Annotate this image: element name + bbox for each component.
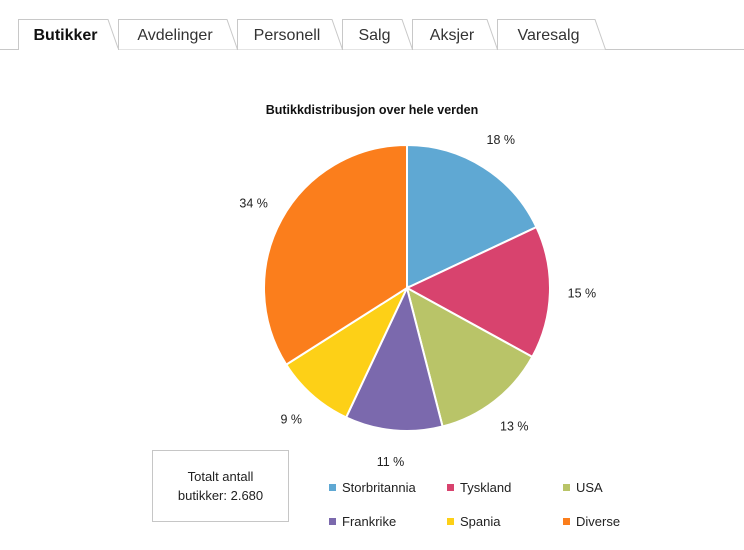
pie-slice-usa: [405, 286, 534, 428]
data-label-storbritannia: 18 %: [487, 133, 516, 147]
tab-outline-varesalg: [497, 19, 606, 50]
tab-personell[interactable]: Personell: [253, 27, 321, 44]
tab-varesalg[interactable]: Varesalg: [517, 27, 580, 44]
pie-slice-tyskland: [404, 225, 551, 359]
legend-label-storbritannia: Storbritannia: [342, 480, 416, 495]
total-stores-line2: butikker: 2.680: [177, 488, 264, 503]
legend-item-diverse: Diverse: [563, 514, 620, 529]
pie-slice-storbritannia: [406, 143, 538, 290]
total-stores-line1: Totalt antall: [187, 469, 254, 484]
legend-item-storbritannia: Storbritannia: [329, 480, 416, 495]
legend-label-usa: USA: [576, 480, 603, 495]
tab-salg[interactable]: Salg: [358, 27, 391, 44]
total-stores-box: Totalt antall butikker: 2.680: [152, 450, 289, 522]
legend-item-usa: USA: [563, 480, 603, 495]
legend-swatch-tyskland: [447, 484, 454, 491]
legend-item-spania: Spania: [447, 514, 500, 529]
tab-bar: Avdelinger Personell Salg Aksjer Varesalg But…: [0, 0, 744, 51]
legend-item-tyskland: Tyskland: [447, 480, 511, 495]
data-label-frankrike: 11 %: [377, 455, 405, 469]
legend-label-diverse: Diverse: [576, 514, 621, 529]
tab-outline-personell: [237, 19, 343, 50]
tab-aksjer[interactable]: Aksjer: [429, 27, 475, 44]
pie-slice-diverse: [263, 143, 408, 367]
pie-slice-spania: [284, 285, 410, 419]
legend-swatch-frankrike: [329, 518, 336, 525]
tab-outline-butikker: [18, 19, 119, 50]
legend-label-spania: Spania: [460, 514, 501, 529]
legend-swatch-storbritannia: [329, 484, 336, 491]
tab-outline-avdelinger: [118, 19, 238, 50]
data-label-usa: 13 %: [500, 419, 529, 433]
chart-title: Butikkdistribusjon over hele verden: [265, 103, 479, 117]
tab-butikker[interactable]: Butikker: [33, 27, 98, 44]
legend-swatch-spania: [447, 518, 454, 525]
tab-bar-outline: [0, 19, 744, 51]
pie-slice-frankrike: [344, 285, 444, 432]
data-label-spania: 9 %: [280, 412, 302, 426]
legend-swatch-usa: [563, 484, 570, 491]
tab-outline-salg: [342, 19, 413, 50]
legend-label-tyskland: Tyskland: [460, 480, 512, 495]
data-label-tyskland: 15 %: [568, 286, 597, 300]
legend-label-frankrike: Frankrike: [342, 514, 397, 529]
tab-avdelinger[interactable]: Avdelinger: [137, 27, 213, 44]
data-label-diverse: 34 %: [239, 197, 268, 211]
legend-swatch-diverse: [563, 518, 570, 525]
tab-outline-aksjer: [412, 19, 498, 50]
legend-item-frankrike: Frankrike: [329, 514, 396, 529]
